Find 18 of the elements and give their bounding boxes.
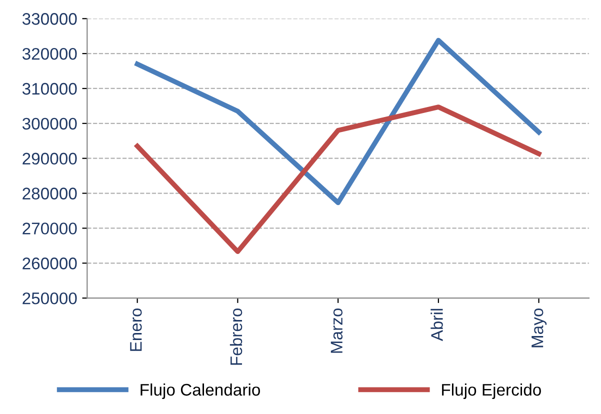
x-tick-label: Marzo: [330, 308, 343, 353]
line-series: [134, 104, 542, 254]
y-tick-label: 310000: [22, 82, 77, 95]
y-tick-label: 290000: [22, 152, 77, 165]
x-tick-label: Abril: [430, 308, 443, 342]
y-tick-label: 250000: [22, 292, 77, 304]
y-tick-label: 300000: [22, 118, 77, 130]
y-tick-label: 280000: [22, 188, 77, 200]
y-tick-label: 270000: [22, 222, 77, 234]
line-series: [134, 38, 542, 206]
y-tick-label: 320000: [22, 48, 77, 60]
legend-label: Flujo Calendario: [140, 383, 260, 399]
x-tick-label: Mayo: [532, 308, 547, 348]
x-tick-label: Febrero: [230, 308, 242, 365]
legend-label: Flujo Ejercido: [442, 383, 541, 399]
y-tick-label: 330000: [22, 13, 77, 25]
x-tick-label: Enero: [130, 308, 142, 351]
y-tick-label: 260000: [22, 258, 77, 270]
